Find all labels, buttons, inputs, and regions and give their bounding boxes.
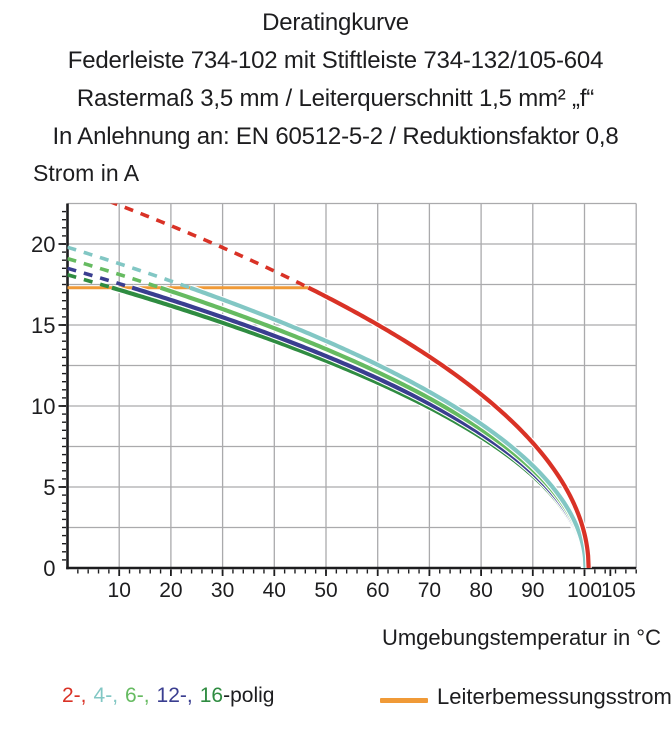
title-line-2: Federleiste 734-102 mit Stiftleiste 734-… [67,47,604,74]
y-tick-label: 0 [43,556,55,581]
title-line-3: Rastermaß 3,5 mm / Leiterquerschnitt 1,5… [76,85,595,112]
title-line-4: In Anlehnung an: EN 60512-5-2 / Reduktio… [52,123,619,150]
series-6-polig-dashed [67,256,162,290]
x-tick-label: 80 [469,579,492,602]
x-tick-label: 100 [567,579,602,602]
series-12-polig-dashed [67,266,133,290]
legend-pole-16-polig: 16 [199,684,224,707]
x-tick-label: 30 [211,579,234,602]
reference-line-swatch [380,698,428,703]
legend-pole-4-polig: 4-, [93,684,119,707]
series-2-polig-solid [307,285,591,568]
x-tick-label: 105 [601,579,636,602]
legend-pole-items: 2-, 4-, 6-, 12-, 16 [62,684,223,707]
y-tick-label: 5 [43,475,55,500]
series-curves [67,203,592,568]
y-tick-label: 20 [31,232,55,257]
x-axis-title: Umgebungstemperatur in °C [381,625,661,650]
series-16-polig-solid [111,285,587,568]
x-tick-label: 20 [159,579,182,602]
x-tick-label: 50 [314,579,337,602]
x-tick-label: 60 [366,579,389,602]
x-tick-label: 40 [263,579,286,602]
legend-poles: 2-, 4-, 6-, 12-, 16-polig [62,684,274,708]
x-tick-label: 70 [418,579,441,602]
legend-row: 2-, 4-, 6-, 12-, 16-polig Leiterbemessungsst… [0,682,671,722]
series-2-polig-halo [306,284,592,568]
chart-title-block: Deratingkurve Federleiste 734-102 mit St… [0,4,671,156]
series-4-polig-solid [189,285,588,568]
legend-poles-suffix: -polig [223,684,275,707]
legend-pole-2-polig: 2-, [62,684,87,707]
legend-pole-6-polig: 6-, [125,684,150,707]
series-16-polig-dashed [67,273,113,290]
x-tick-label: 10 [108,579,131,602]
legend-pole-12-polig: 12-, [156,684,193,707]
y-tick-label: 15 [31,313,55,338]
series-4-polig-dashed [67,245,191,290]
y-axis-title: Strom in A [33,160,140,186]
reference-line-label: Leiterbemessungsstrom [437,684,671,709]
title-line-1: Deratingkurve [262,9,409,36]
x-tick-label: 90 [521,579,544,602]
y-tick-label: 10 [31,394,55,419]
series-16-polig-halo [111,284,588,568]
series-2-polig-dashed [109,203,310,290]
